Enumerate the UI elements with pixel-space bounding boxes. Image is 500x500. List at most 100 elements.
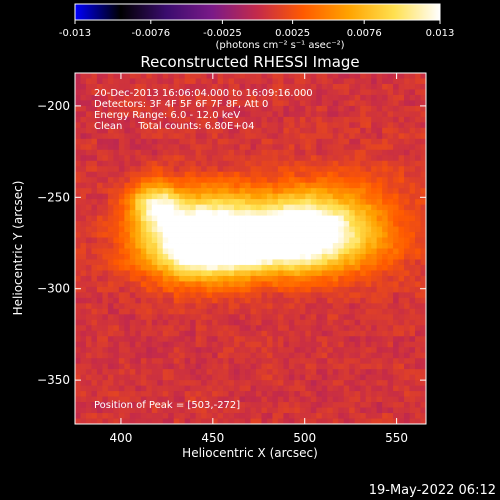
heatmap-cell [118,363,125,370]
heatmap-cell [223,116,229,123]
heatmap-cell [255,226,262,233]
heatmap-cell [107,116,114,123]
heatmap-cell [124,73,131,79]
heatmap-cell [272,226,279,233]
heatmap-cell [294,210,301,216]
heatmap-cell [294,341,301,348]
heatmap-cell [398,166,405,173]
heatmap-cell [124,391,131,397]
heatmap-cell [140,100,147,107]
heatmap-cell [239,83,246,90]
heatmap-cell [223,144,229,151]
heatmap-cell [146,237,153,244]
heatmap-cell [124,116,131,123]
heatmap-cell [332,341,339,348]
heatmap-cell [305,330,312,337]
heatmap-cell [234,193,240,200]
heatmap-cell [157,308,164,315]
heatmap-cell [129,413,136,419]
heatmap-cell [420,210,426,216]
heatmap-cell [387,325,394,332]
heatmap-cell [223,160,229,167]
heatmap-cell [327,89,334,96]
heatmap-cell [371,177,378,184]
heatmap-cell [371,275,378,282]
heatmap-cell [387,215,394,222]
heatmap-cell [404,237,410,244]
heatmap-cell [168,160,175,167]
heatmap-cell [140,193,147,200]
heatmap-cell [316,160,323,167]
heatmap-cell [376,330,383,337]
heatmap-cell [327,100,334,107]
heatmap-cell [371,385,378,392]
heatmap-cell [283,188,290,195]
heatmap-cell [124,325,131,332]
heatmap-cell [305,391,312,397]
heatmap-cell [316,396,323,403]
heatmap-cell [118,391,125,397]
heatmap-cell [255,221,262,227]
heatmap-cell [190,259,197,266]
heatmap-cell [234,155,240,162]
heatmap-cell [118,83,125,90]
heatmap-cell [124,127,131,134]
heatmap-cell [118,402,125,408]
heatmap-cell [266,253,273,260]
heatmap-cell [212,308,218,315]
heatmap-cell [327,396,334,403]
heatmap-cell [354,270,361,277]
heatmap-cell [277,259,284,266]
heatmap-cell [409,171,416,178]
heatmap-cell [195,341,202,348]
heatmap-cell [107,347,114,354]
heatmap-cell [299,160,306,167]
heatmap-cell [382,286,389,293]
heatmap-cell [327,259,334,266]
heatmap-cell [332,413,339,419]
heatmap-cell [245,204,251,211]
heatmap-cell [382,358,389,365]
heatmap-cell [146,264,153,271]
heatmap-cell [255,127,262,134]
heatmap-cell [102,407,109,414]
heatmap-cell [310,281,317,288]
heatmap-cell [288,319,295,326]
heatmap-cell [228,94,235,101]
heatmap-cell [217,407,224,414]
heatmap-cell [365,374,372,381]
heatmap-cell [255,413,262,419]
heatmap-cell [305,105,312,112]
heatmap-cell [91,270,98,277]
heatmap-cell [316,204,323,211]
heatmap-cell [228,341,235,348]
heatmap-cell [349,215,356,222]
heatmap-cell [234,171,240,178]
heatmap-cell [327,94,334,101]
heatmap-cell [234,73,240,79]
heatmap-cell [118,199,125,206]
heatmap-cell [184,144,191,151]
heatmap-cell [360,73,367,79]
heatmap-cell [404,105,410,112]
heatmap-cell [102,160,109,167]
heatmap-cell [140,237,147,244]
heatmap-cell [162,380,169,387]
heatmap-cell [387,319,394,326]
heatmap-cell [415,204,421,211]
heatmap-cell [415,89,421,96]
heatmap-cell [96,391,103,397]
heatmap-cell [288,221,295,227]
heatmap-cell [195,402,202,408]
heatmap-cell [190,155,197,162]
heatmap-cell [162,396,169,403]
heatmap-cell [85,149,92,156]
heatmap-cell [75,127,81,134]
heatmap-cell [184,396,191,403]
heatmap-cell [420,330,426,337]
heatmap-cell [272,182,279,189]
heatmap-cell [250,193,257,200]
heatmap-cell [102,127,109,134]
heatmap-cell [327,314,334,321]
heatmap-cell [310,319,317,326]
